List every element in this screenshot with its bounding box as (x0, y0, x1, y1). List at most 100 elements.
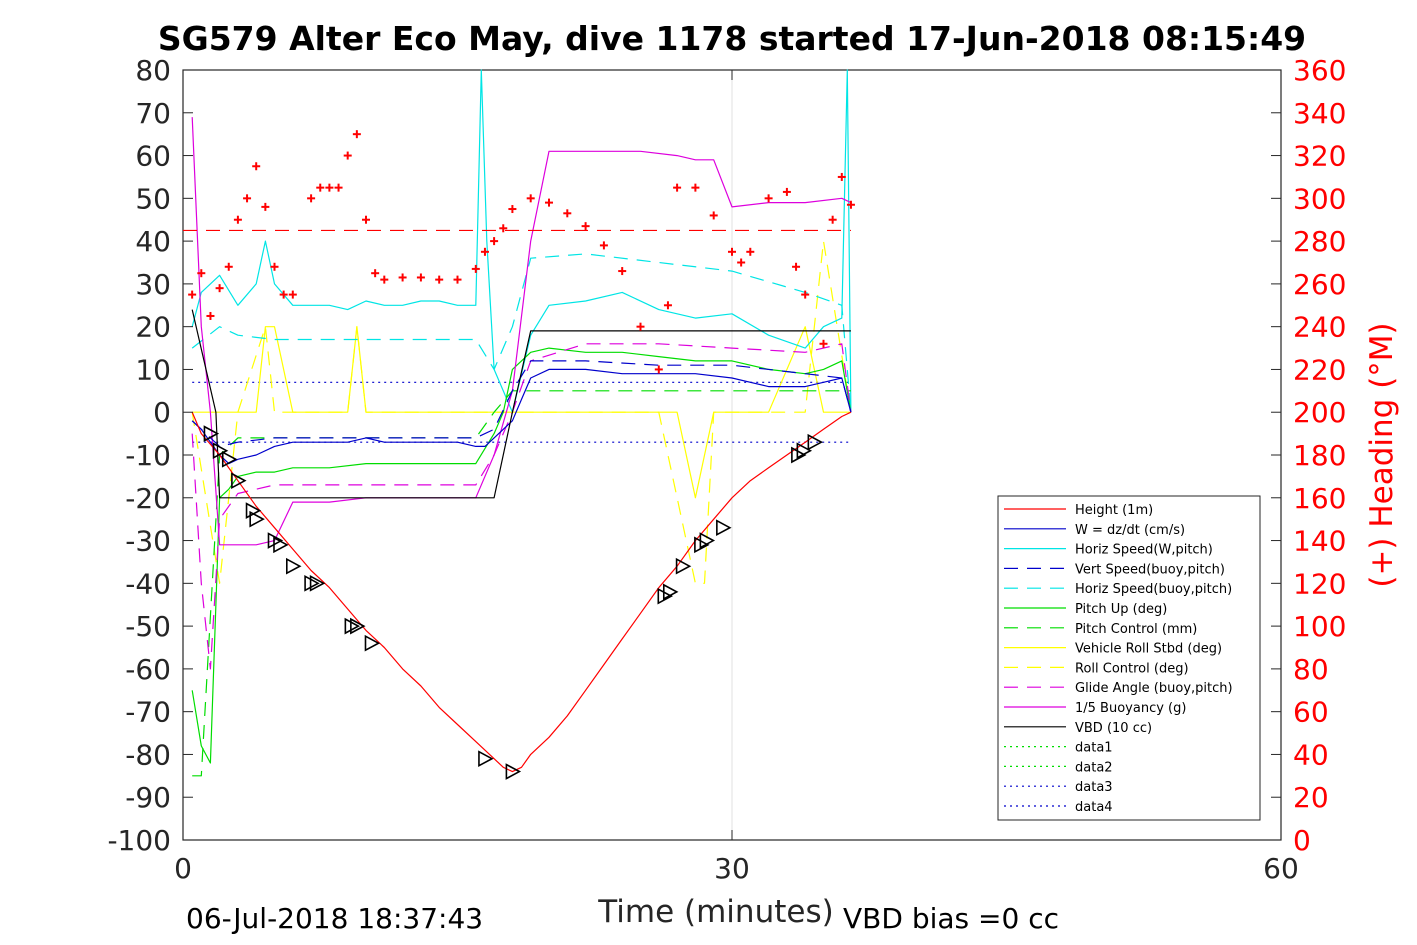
heading-point (279, 290, 288, 299)
y-right-tick-label: 180 (1293, 439, 1346, 472)
depth-marker (304, 574, 320, 592)
x-tick-label: 30 (714, 852, 750, 885)
legend-item: data2 (1004, 760, 1113, 775)
heading-point (636, 322, 645, 331)
heading-point (663, 301, 672, 310)
legend-item: Vehicle Roll Stbd (deg) (1004, 642, 1222, 657)
heading-point (654, 365, 663, 374)
y-right-tick-label: 80 (1293, 653, 1329, 686)
heading-point (197, 269, 206, 278)
legend-item: data1 (1004, 741, 1113, 756)
heading-point (846, 200, 855, 209)
footer-vbd-bias: VBD bias =0 cc (843, 902, 1059, 935)
y-tick-label: 40 (135, 225, 171, 258)
y-right-tick-label: 140 (1293, 525, 1346, 558)
legend-label: Horiz Speed(buoy,pitch) (1075, 582, 1232, 597)
y-tick-label: -20 (125, 482, 171, 515)
legend-label: Pitch Up (deg) (1075, 602, 1167, 617)
series-layer (191, 69, 852, 777)
depth-marker (505, 763, 522, 780)
heading-point (343, 151, 352, 160)
series-pitch-up (191, 347, 852, 764)
heading-point (782, 187, 791, 196)
heading-point (480, 247, 489, 256)
heading-point (233, 215, 242, 224)
depth-marker (273, 536, 289, 554)
legend-item: Vert Speed(buoy,pitch) (1004, 562, 1225, 577)
legend-label: Vehicle Roll Stbd (deg) (1075, 642, 1222, 657)
heading-point (398, 273, 407, 282)
x-axis: 0 30 60 (174, 70, 1299, 885)
heading-point (837, 172, 846, 181)
legend: Height (1m) W = dz/dt (cm/s) Horiz Speed(W… (997, 495, 1261, 821)
depth-marker (796, 442, 813, 460)
legend-label: data2 (1075, 760, 1113, 775)
heading-point (252, 162, 261, 171)
depth-marker (364, 634, 381, 652)
series-glide-angle (191, 343, 852, 670)
depth-marker (249, 510, 265, 528)
heading-point (435, 275, 444, 284)
legend-label: Horiz Speed(W,pitch) (1075, 543, 1213, 558)
heading-point (188, 290, 197, 299)
legend-item: data4 (1004, 800, 1113, 815)
heading-point (728, 247, 736, 256)
legend-item: Height (1m) (1004, 503, 1153, 518)
legend-item: Horiz Speed(buoy,pitch) (1004, 582, 1232, 597)
y-right-tick-label: 300 (1293, 182, 1346, 215)
heading-point (581, 222, 590, 231)
y-right-tick-label: 120 (1293, 567, 1346, 600)
x-tick-label: 0 (174, 852, 192, 885)
legend-item: Roll Control (deg) (1004, 661, 1189, 676)
legend-label: VBD (10 cc) (1075, 721, 1152, 736)
series-buoyancy (191, 117, 852, 546)
heading-point (352, 130, 361, 139)
legend-label: data3 (1075, 780, 1113, 795)
heading-point (380, 275, 389, 284)
legend-item: Glide Angle (buoy,pitch) (1004, 681, 1233, 696)
y-tick-label: -70 (125, 696, 171, 729)
heading-point (490, 237, 499, 246)
y-tick-label: -40 (125, 567, 171, 600)
heading-point (371, 269, 380, 278)
series-height (191, 411, 852, 773)
heading-point (224, 262, 233, 271)
legend-item: Pitch Up (deg) (1004, 602, 1167, 617)
y-right-tick-label: 280 (1293, 225, 1346, 258)
y-right-tick-label: 60 (1293, 696, 1329, 729)
depth-marker (699, 532, 716, 549)
y-right-tick-label: 200 (1293, 396, 1346, 429)
series-vbd (191, 309, 851, 499)
y-tick-label: 20 (135, 311, 171, 344)
y-axis-right-label: (+) Heading (°M) (1364, 322, 1400, 587)
heading-point (737, 258, 746, 267)
y-tick-label: 50 (135, 182, 171, 215)
y-tick-label: -60 (125, 653, 171, 686)
y-tick-label: -80 (125, 738, 171, 771)
y-tick-label: 80 (135, 54, 171, 87)
legend-item: data3 (1004, 780, 1113, 795)
y-tick-label: 60 (135, 140, 171, 173)
heading-point (691, 183, 700, 192)
heading-point (261, 202, 270, 211)
marker-layer (203, 425, 824, 780)
heading-point (563, 209, 572, 218)
depth-marker (267, 532, 284, 549)
heading-point (746, 247, 755, 256)
heading-point (453, 275, 462, 284)
y-tick-label: -30 (125, 525, 171, 558)
legend-label: Vert Speed(buoy,pitch) (1075, 562, 1225, 577)
legend-label: Roll Control (deg) (1075, 661, 1189, 676)
y-tick-label: 70 (135, 97, 171, 130)
heading-point (545, 198, 553, 207)
heading-point (471, 264, 480, 273)
legend-item: Horiz Speed(W,pitch) (1004, 543, 1213, 558)
depth-marker (662, 583, 679, 601)
depth-marker (309, 574, 326, 592)
legend-label: Glide Angle (buoy,pitch) (1075, 681, 1233, 696)
y-tick-label: -90 (125, 781, 171, 814)
depth-marker (694, 536, 710, 554)
legend-item: Pitch Control (mm) (1004, 622, 1197, 637)
heading-point (828, 215, 837, 224)
